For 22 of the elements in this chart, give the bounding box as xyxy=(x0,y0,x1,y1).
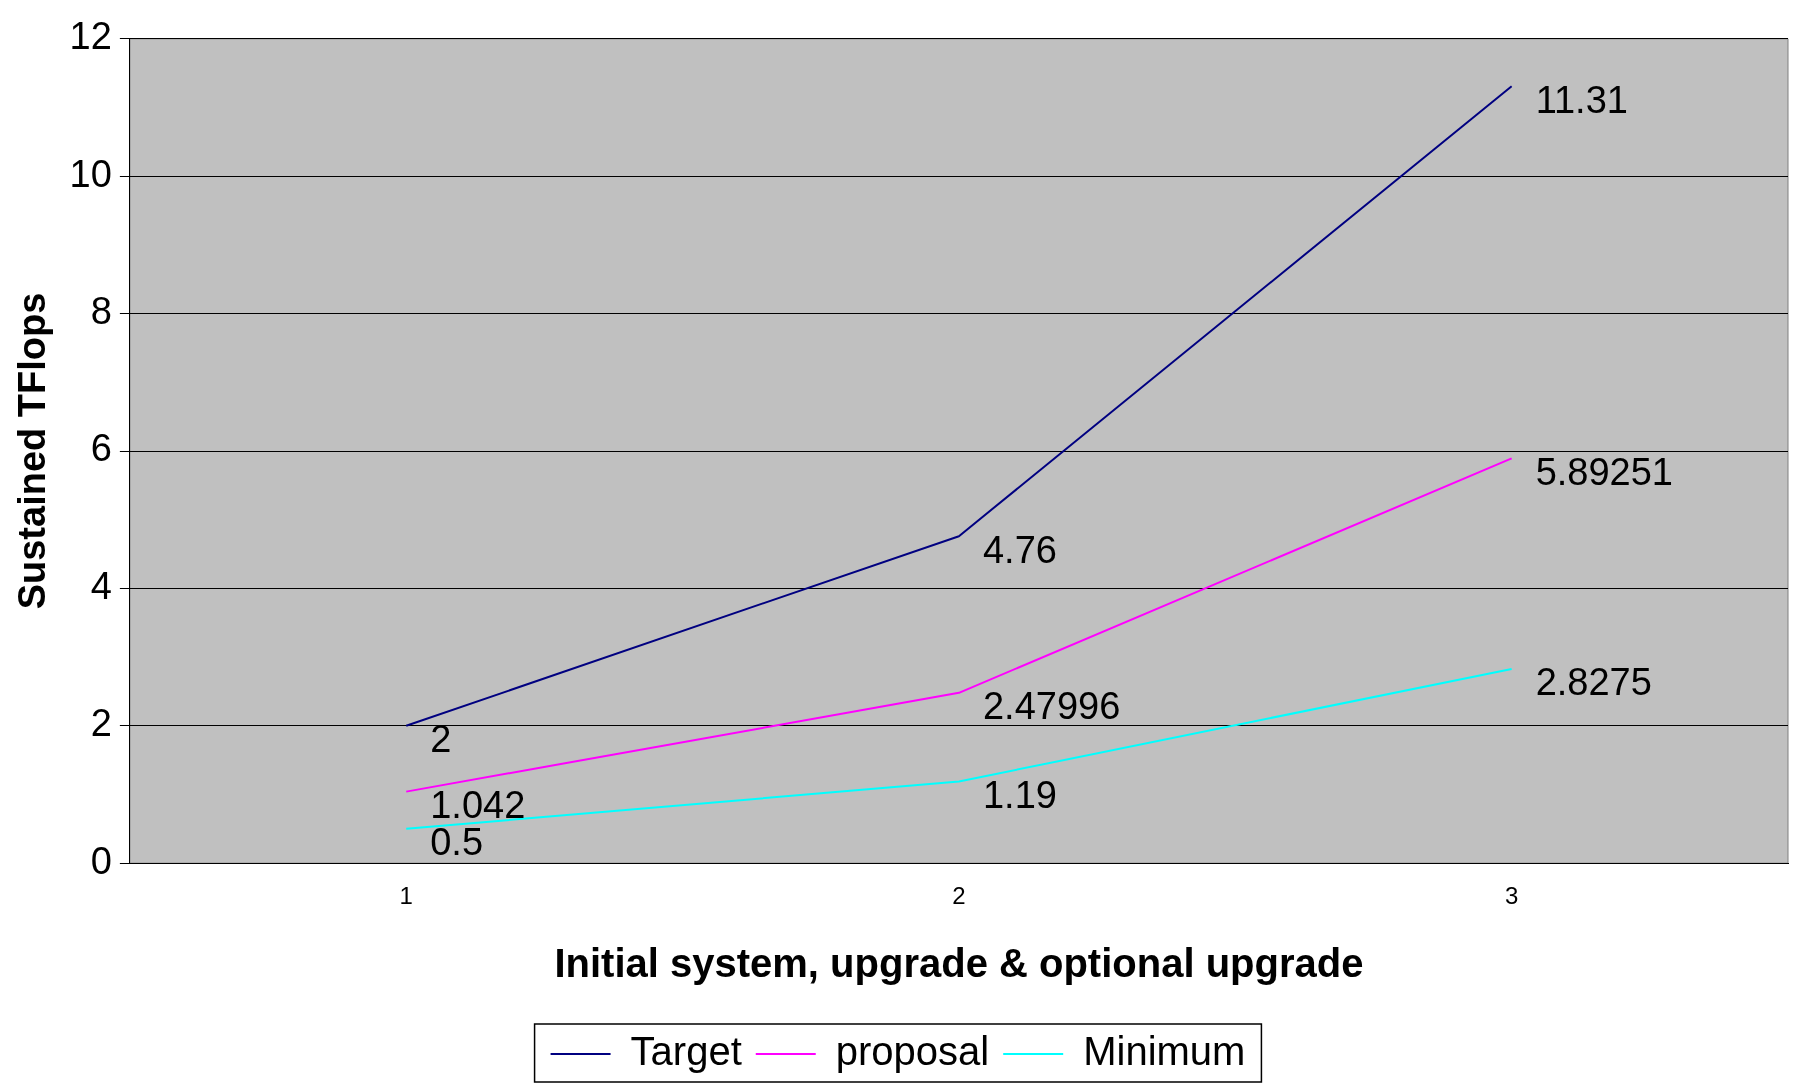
y-tick-label: 8 xyxy=(90,290,112,333)
data-label: 4.76 xyxy=(982,528,1057,571)
y-tick-label: 12 xyxy=(69,15,112,58)
y-tick-label: 10 xyxy=(69,152,112,195)
data-label: 5.89251 xyxy=(1535,450,1674,493)
data-label: 2.47996 xyxy=(982,685,1121,728)
x-tick-label: 1 xyxy=(399,882,413,910)
data-label: 11.31 xyxy=(1535,78,1628,121)
x-tick-label: 3 xyxy=(1504,882,1519,910)
y-tick-label: 6 xyxy=(90,427,112,470)
legend-label: Target xyxy=(630,1029,742,1074)
y-axis-title: Sustained TFlops xyxy=(11,292,54,610)
y-tick-label: 0 xyxy=(90,839,112,882)
data-label: 2 xyxy=(430,718,452,761)
y-tick-label: 4 xyxy=(90,564,112,607)
x-tick-label: 2 xyxy=(952,882,966,910)
data-label: 2.8275 xyxy=(1535,661,1652,704)
data-label: 1.19 xyxy=(982,773,1057,816)
legend-label: Minimum xyxy=(1083,1029,1246,1074)
legend-label: proposal xyxy=(835,1029,990,1074)
y-tick-label: 2 xyxy=(90,702,112,745)
x-axis-title: Initial system, upgrade & optional upgrade xyxy=(554,941,1364,986)
